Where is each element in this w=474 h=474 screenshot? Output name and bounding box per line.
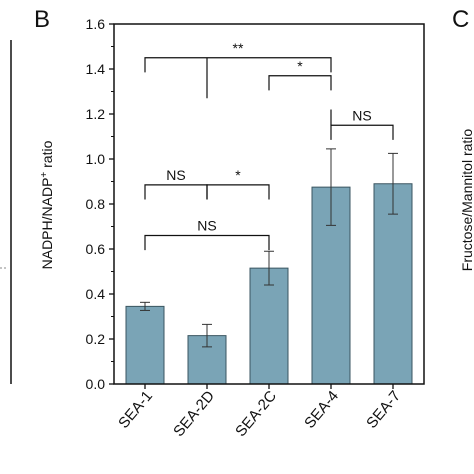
error-bars [140, 148, 398, 348]
y-tick-label: 0.0 [86, 376, 106, 392]
bar [249, 267, 289, 385]
y-tick-label: 1.0 [86, 151, 106, 167]
significance-label: NS [352, 107, 371, 123]
significance-bracket [144, 234, 270, 251]
y-tick-label: 1.2 [86, 106, 106, 122]
y-axis-ticks: 0.0 0.2 0.4 0.6 0.8 1.0 1.2 1.4 1.6 [86, 16, 114, 392]
significance-bracket [144, 184, 208, 200]
bar [125, 305, 165, 385]
significance-label: ** [233, 40, 244, 56]
y-tick-label: 1.4 [86, 61, 106, 77]
y-tick-label: 1.6 [86, 16, 106, 32]
y-tick-label: 0.2 [86, 331, 106, 347]
x-tick-label: SEA-1 [115, 388, 156, 432]
significance-bracket [268, 75, 332, 91]
y-tick-label: 0.4 [86, 286, 106, 302]
y-axis-title: NADPH/NADP+ ratio [39, 140, 56, 269]
significance-label: NS [197, 218, 216, 234]
significance-bracket [206, 184, 270, 200]
significance-label: * [297, 58, 303, 74]
y-tick-label: 0.6 [86, 241, 106, 257]
panel-letter-c: C [452, 6, 469, 33]
nadph-ratio-chart: NADPH/NADP+ ratio 0.0 0.2 0.4 0.6 0.8 1.0 1.2 1… [39, 16, 425, 440]
x-axis-ticks: SEA-1 SEA-2D SEA-2C SEA-4 SEA-7 [115, 384, 404, 440]
x-tick-label: SEA-2D [170, 388, 218, 441]
x-tick-label: SEA-2C [232, 388, 280, 441]
x-tick-label: SEA-4 [301, 388, 342, 432]
y-tick-label: 0.8 [86, 196, 106, 212]
bar [373, 183, 413, 385]
significance-label: NS [166, 167, 185, 183]
significance-bracket [144, 57, 332, 73]
panel-c-ylabel: Fructose/Mannitol ratio [459, 129, 474, 272]
significance-bracket [330, 124, 394, 140]
x-tick-label: SEA-7 [363, 388, 404, 432]
significance-label: * [235, 167, 241, 183]
panel-letter-b: B [34, 6, 50, 33]
